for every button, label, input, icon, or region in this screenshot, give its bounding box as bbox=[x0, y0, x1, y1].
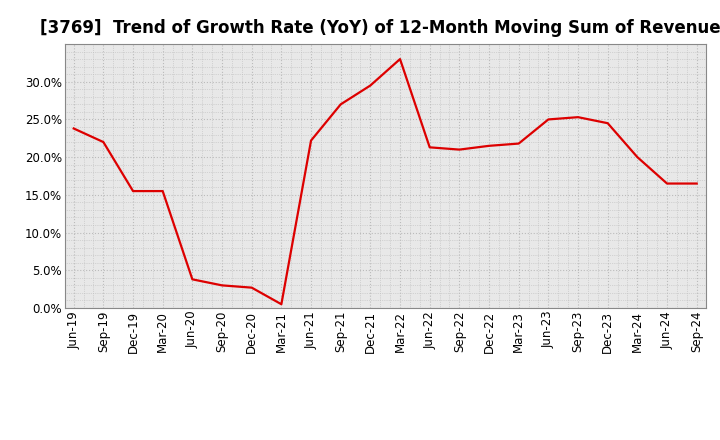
Title: [3769]  Trend of Growth Rate (YoY) of 12-Month Moving Sum of Revenues: [3769] Trend of Growth Rate (YoY) of 12-… bbox=[40, 19, 720, 37]
